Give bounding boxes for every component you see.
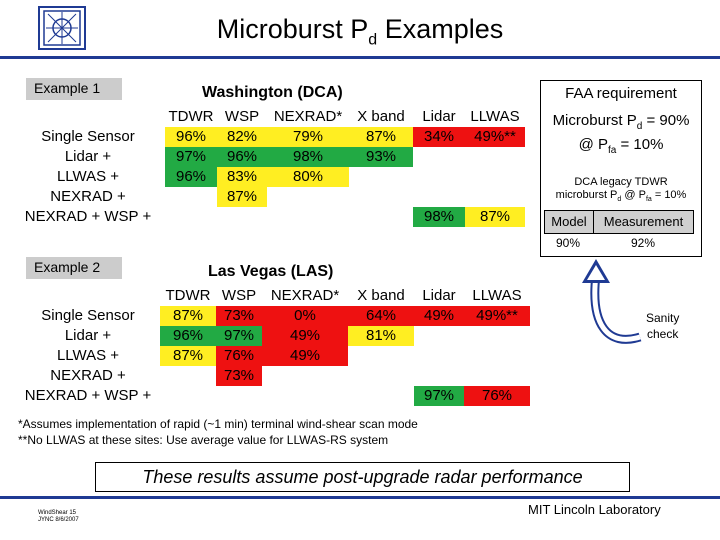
measurement-header: Measurement xyxy=(603,214,684,229)
table-cell: 49%** xyxy=(464,306,530,326)
table-cell: 98% xyxy=(267,147,349,167)
table-cell: 34% xyxy=(413,127,465,147)
measurement-value: 92% xyxy=(630,236,656,250)
col-header-lidar: Lidar xyxy=(422,287,456,304)
title-divider xyxy=(0,56,720,59)
table-cell: 64% xyxy=(348,306,414,326)
model-value: 90% xyxy=(555,236,581,250)
table-cell: 87% xyxy=(160,306,216,326)
table-cell: 83% xyxy=(217,167,267,187)
table-cell: 96% xyxy=(160,326,216,346)
example2-site-heading: Las Vegas (LAS) xyxy=(208,263,334,280)
table-cell: 49% xyxy=(414,306,464,326)
example2-results-table: TDWR WSP NEXRAD* X band Lidar LLWAS 87% … xyxy=(160,286,530,406)
col-header-tdwr: TDWR xyxy=(168,108,214,125)
example1-label: Example 1 xyxy=(26,78,122,100)
col-header-llwas: LLWAS xyxy=(472,287,522,304)
table-cell: 87% xyxy=(160,346,216,366)
example1-row-labels: Single Sensor Lidar + LLWAS + NEXRAD + N… xyxy=(24,128,152,225)
lincoln-logo xyxy=(38,6,86,50)
table-cell: 49% xyxy=(262,346,348,366)
page-title: Microburst Pd Examples xyxy=(216,14,504,49)
table-cell: 98% xyxy=(413,207,465,227)
footnote-1: *Assumes implementation of rapid (~1 min… xyxy=(18,417,418,431)
footnotes: *Assumes implementation of rapid (~1 min… xyxy=(18,416,418,448)
table-cell: 87% xyxy=(465,207,525,227)
example2-row-labels: Single Sensor Lidar + LLWAS + NEXRAD + N… xyxy=(24,307,152,404)
curved-arrow-icon xyxy=(578,255,648,350)
model-header: Model xyxy=(545,211,594,233)
faa-requirement-panel: FAA requirement Microburst Pd = 90% @ Pf… xyxy=(540,80,702,257)
table-cell: 96% xyxy=(165,127,217,147)
col-header-xband: X band xyxy=(357,287,405,304)
table-cell: 87% xyxy=(217,187,267,207)
col-header-xband: X band xyxy=(357,108,405,125)
table-cell: 97% xyxy=(165,147,217,167)
col-header-wsp: WSP xyxy=(221,287,257,304)
table-cell: 82% xyxy=(217,127,267,147)
table-cell: 80% xyxy=(267,167,349,187)
legacy-tdwr-note: DCA legacy TDWR microburst Pd @ Pfa = 10… xyxy=(555,176,687,204)
table-cell: 97% xyxy=(414,386,464,406)
col-header-tdwr: TDWR xyxy=(165,287,211,304)
results-banner: These results assume post-upgrade radar … xyxy=(95,462,630,492)
footer-divider xyxy=(0,496,720,499)
table-cell: 96% xyxy=(217,147,267,167)
col-header-nexrad: NEXRAD* xyxy=(270,287,340,304)
table-cell: 0% xyxy=(262,306,348,326)
sanity-check-label: Sanity check xyxy=(646,311,680,341)
col-header-nexrad: NEXRAD* xyxy=(273,108,343,125)
table-cell: 93% xyxy=(349,147,413,167)
faa-requirement-text: Microburst Pd = 90% @ Pfa = 10% xyxy=(552,112,690,156)
col-header-wsp: WSP xyxy=(224,108,260,125)
example2-label: Example 2 xyxy=(26,257,122,279)
footnote-2: **No LLWAS at these sites: Use average v… xyxy=(18,433,389,447)
faa-heading: FAA requirement xyxy=(565,85,677,102)
footer-lab-name: MIT Lincoln Laboratory xyxy=(528,502,661,517)
footer-slide-id: WindShear 15 JYNC 8/6/2007 xyxy=(38,510,79,523)
model-measurement-table: Model Measurement 90% 92% xyxy=(544,210,694,252)
table-cell: 73% xyxy=(216,306,262,326)
example1-site-heading: Washington (DCA) xyxy=(202,84,343,101)
table-cell: 87% xyxy=(349,127,413,147)
table-cell: 76% xyxy=(216,346,262,366)
table-cell: 76% xyxy=(464,386,530,406)
table-cell: 49% xyxy=(262,326,348,346)
col-header-llwas: LLWAS xyxy=(470,108,520,125)
example1-results-table: TDWR WSP NEXRAD* X band Lidar LLWAS 96% … xyxy=(165,107,525,227)
table-cell: 97% xyxy=(216,326,262,346)
table-cell: 96% xyxy=(165,167,217,187)
table-cell: 79% xyxy=(267,127,349,147)
table-cell: 81% xyxy=(348,326,414,346)
table-cell: 73% xyxy=(216,366,262,386)
col-header-lidar: Lidar xyxy=(422,108,456,125)
table-cell: 49%** xyxy=(465,127,525,147)
